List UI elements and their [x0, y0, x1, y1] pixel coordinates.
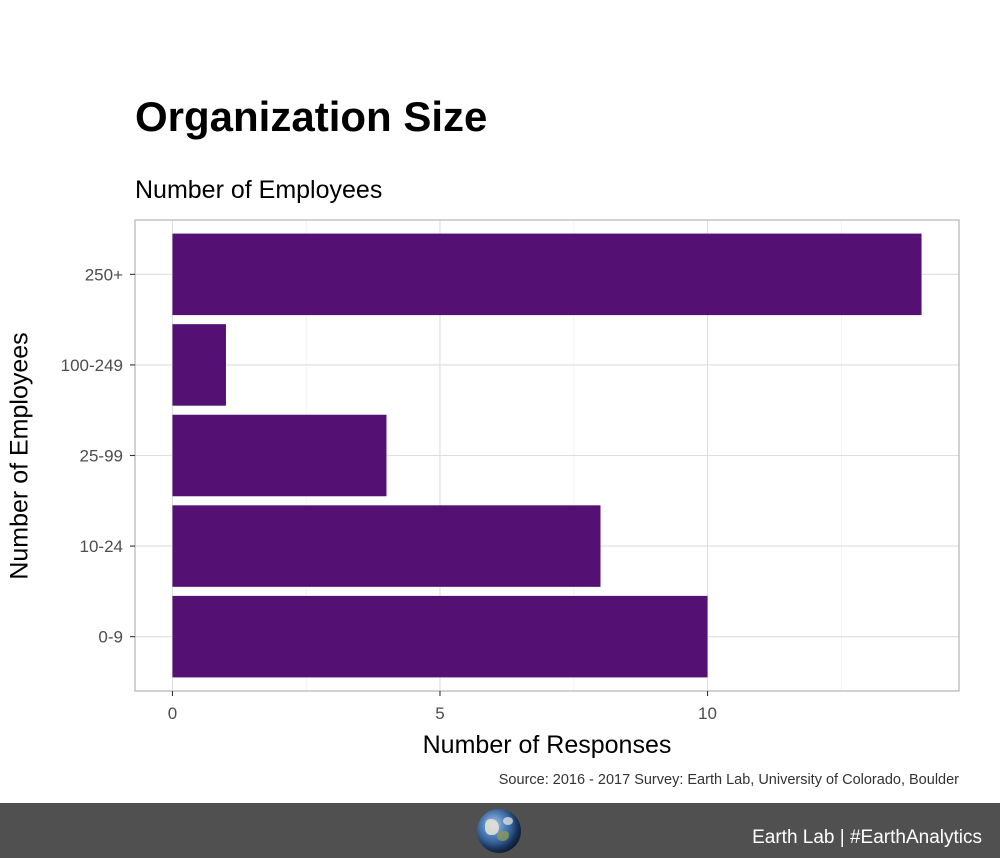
bar-10-24 [172, 505, 601, 587]
y-tick-label: 25-99 [80, 447, 123, 466]
y-axis-label: Number of Employees [5, 332, 34, 580]
y-tick-label: 0-9 [98, 628, 123, 647]
source-caption: Source: 2016 - 2017 Survey: Earth Lab, U… [498, 772, 959, 788]
bar-0-9 [172, 595, 708, 678]
y-tick-label: 10-24 [80, 537, 123, 556]
footer-bar: Earth Lab | #EarthAnalytics [0, 803, 1000, 858]
x-tick-label: 5 [435, 704, 444, 723]
bar-100-249 [172, 324, 226, 406]
bar-25-99 [172, 414, 387, 497]
bar-250+ [172, 233, 922, 316]
x-axis-label: Number of Responses [422, 731, 672, 759]
x-tick-label: 10 [698, 704, 717, 723]
bar-chart: 0 5 10 0-9 10-24 25-99 100-249 250+ [61, 219, 960, 723]
footer-text: Earth Lab | #EarthAnalytics [752, 827, 982, 848]
y-tick-label: 100-249 [61, 356, 123, 375]
x-tick-label: 0 [168, 704, 177, 723]
y-tick-label: 250+ [85, 265, 123, 284]
globe-icon [477, 809, 521, 853]
chart-title: Organization Size [135, 93, 488, 140]
chart-subtitle: Number of Employees [135, 176, 383, 204]
